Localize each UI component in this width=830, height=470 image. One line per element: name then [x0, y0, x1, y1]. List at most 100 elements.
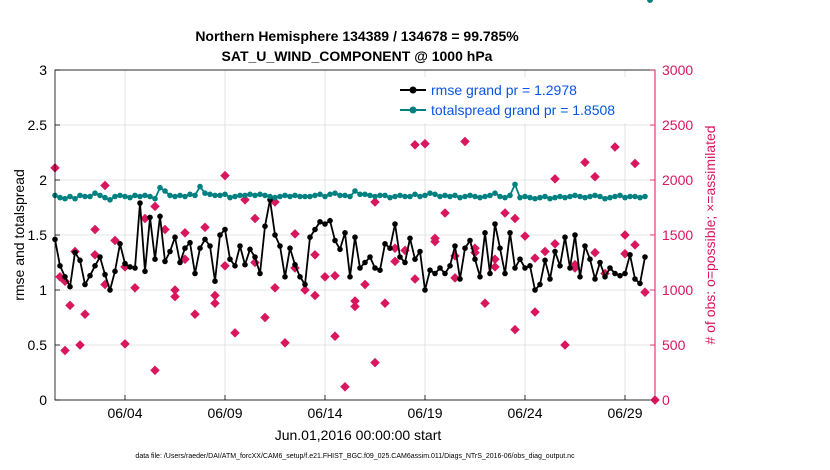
- totalspread-point: [337, 192, 343, 199]
- totalspread-point: [452, 192, 458, 199]
- rmse-point: [327, 217, 333, 224]
- y-right-tick-label: 3000: [662, 62, 693, 78]
- obs-count-point: [270, 283, 280, 293]
- totalspread-point: [237, 192, 243, 199]
- obs-count-point: [60, 345, 70, 356]
- totalspread-point: [122, 193, 128, 200]
- obs-count-point: [330, 270, 340, 281]
- obs-count-point: [530, 253, 540, 263]
- totalspread-point: [87, 193, 93, 200]
- totalspread-point: [72, 195, 78, 202]
- totalspread-point: [382, 192, 388, 199]
- obs-count-point: [460, 136, 470, 147]
- obs-count-point: [500, 208, 510, 218]
- rmse-point: [362, 259, 368, 266]
- obs-count-point: [420, 138, 430, 149]
- rmse-point: [247, 246, 253, 253]
- rmse-point: [82, 281, 88, 288]
- rmse-point: [547, 276, 553, 282]
- obs-count-point: [340, 382, 350, 392]
- legend-rmse-marker: [409, 86, 417, 94]
- legend-spread-label: totalspread grand pr = 1.8508: [431, 102, 615, 118]
- obs-count-point: [330, 331, 340, 341]
- obs-count-point: [510, 324, 520, 335]
- totalspread-point: [592, 192, 598, 199]
- totalspread-point: [142, 192, 148, 199]
- obs-count-point: [370, 357, 380, 368]
- totalspread-point: [292, 192, 298, 199]
- y-axis-label: rmse and totalspread: [11, 169, 27, 301]
- legend-rmse-label: rmse grand pr = 1.2978: [431, 82, 577, 98]
- totalspread-point: [497, 193, 503, 200]
- totalspread-point: [227, 194, 233, 201]
- rmse-point: [107, 287, 113, 293]
- rmse-point: [57, 263, 63, 269]
- obs-count-point: [110, 235, 120, 246]
- rmse-point: [317, 219, 323, 225]
- rmse-point: [637, 280, 643, 287]
- totalspread-point: [507, 192, 513, 199]
- obs-count-point: [390, 256, 400, 267]
- obs-count-point: [220, 261, 230, 271]
- totalspread-point: [522, 193, 528, 200]
- totalspread-point: [412, 191, 418, 198]
- rmse-point: [67, 283, 73, 290]
- rmse-point: [232, 263, 238, 269]
- rmse-point: [117, 241, 123, 247]
- obs-count-point: [170, 291, 180, 302]
- rmse-point: [122, 260, 128, 267]
- rmse-point: [352, 234, 358, 240]
- rmse-point: [332, 237, 338, 244]
- obs-count-point: [260, 312, 270, 323]
- totalspread-point: [277, 193, 283, 200]
- obs-count-point: [640, 287, 650, 297]
- rmse-point: [127, 264, 133, 270]
- obs-count-point: [90, 224, 100, 235]
- x-tick-label: 06/29: [607, 405, 642, 421]
- totalspread-point: [287, 193, 293, 200]
- totalspread-point: [172, 193, 178, 200]
- totalspread-point: [517, 194, 523, 201]
- totalspread-point: [202, 190, 208, 196]
- rmse-point: [272, 232, 278, 238]
- y-tick-label: 1: [39, 282, 47, 298]
- totalspread-point: [472, 193, 478, 200]
- totalspread-point: [432, 191, 438, 198]
- rmse-point: [512, 265, 518, 271]
- rmse-point: [422, 287, 428, 293]
- y-tick-label: 3: [39, 62, 47, 78]
- rmse-point: [182, 245, 188, 251]
- totalspread-point: [267, 193, 273, 200]
- obs-count-point: [75, 340, 85, 350]
- totalspread-point: [62, 195, 68, 202]
- rmse-point: [562, 234, 568, 240]
- rmse-point: [172, 234, 178, 240]
- totalspread-point: [342, 192, 348, 199]
- y-axis-right-label: # of obs: o=possible; ×=assimilated: [702, 125, 718, 344]
- rmse-point: [197, 245, 203, 251]
- rmse-point: [412, 256, 418, 263]
- legend-box: [396, 77, 650, 123]
- rmse-point: [632, 276, 638, 282]
- totalspread-point: [477, 194, 483, 201]
- rmse-point: [387, 245, 393, 251]
- rmse-point: [192, 270, 198, 277]
- totalspread-point: [107, 197, 113, 203]
- totalspread-point: [547, 195, 553, 202]
- totalspread-point: [57, 194, 63, 201]
- obs-count-point: [410, 274, 420, 284]
- totalspread-point: [262, 192, 268, 199]
- legend: rmse grand pr = 1.2978 totalspread grand…: [396, 77, 650, 123]
- totalspread-point: [157, 184, 163, 191]
- obs-count-point: [210, 298, 220, 308]
- rmse-point: [477, 274, 483, 280]
- rmse-point: [522, 265, 528, 271]
- totalspread-point: [537, 194, 543, 201]
- obs-count-point: [150, 365, 160, 376]
- rmse-point: [642, 254, 648, 260]
- totalspread-point: [252, 192, 258, 199]
- y-right-tick-label: 2000: [662, 172, 693, 188]
- y-right-tick-label: 1500: [662, 227, 693, 243]
- rmse-point: [187, 239, 193, 246]
